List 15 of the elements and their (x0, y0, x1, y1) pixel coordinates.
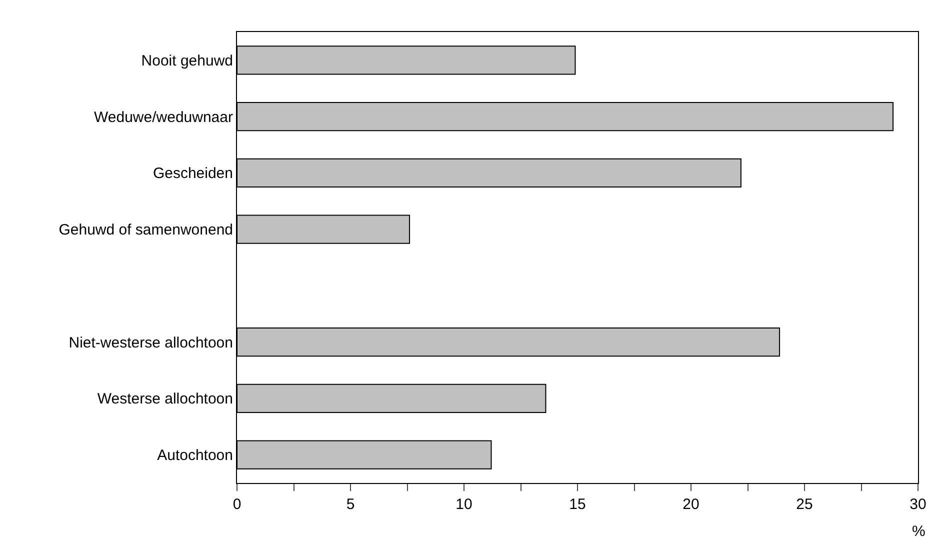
y-tick-label: Niet-westerse allochtoon (68, 334, 233, 352)
y-tick-label: Weduwe/weduwnaar (94, 108, 233, 126)
y-tick-label: Gescheiden (152, 165, 233, 182)
y-tick-label: Autochtoon (157, 447, 233, 464)
y-tick-label: Nooit gehuwd (141, 52, 233, 70)
x-tick-label: 20 (682, 496, 700, 513)
x-tick-label: 5 (346, 496, 355, 513)
x-tick-label: 0 (232, 496, 242, 513)
x-tick-label: 30 (910, 496, 926, 513)
x-tick-label: 15 (569, 496, 586, 513)
x-axis-title: % (912, 523, 926, 540)
x-tick-label: 10 (456, 496, 472, 513)
y-tick-label: Gehuwd of samenwonend (58, 222, 233, 239)
y-tick-label: Westerse allochtoon (97, 390, 233, 408)
x-tick-label: 25 (796, 496, 813, 513)
